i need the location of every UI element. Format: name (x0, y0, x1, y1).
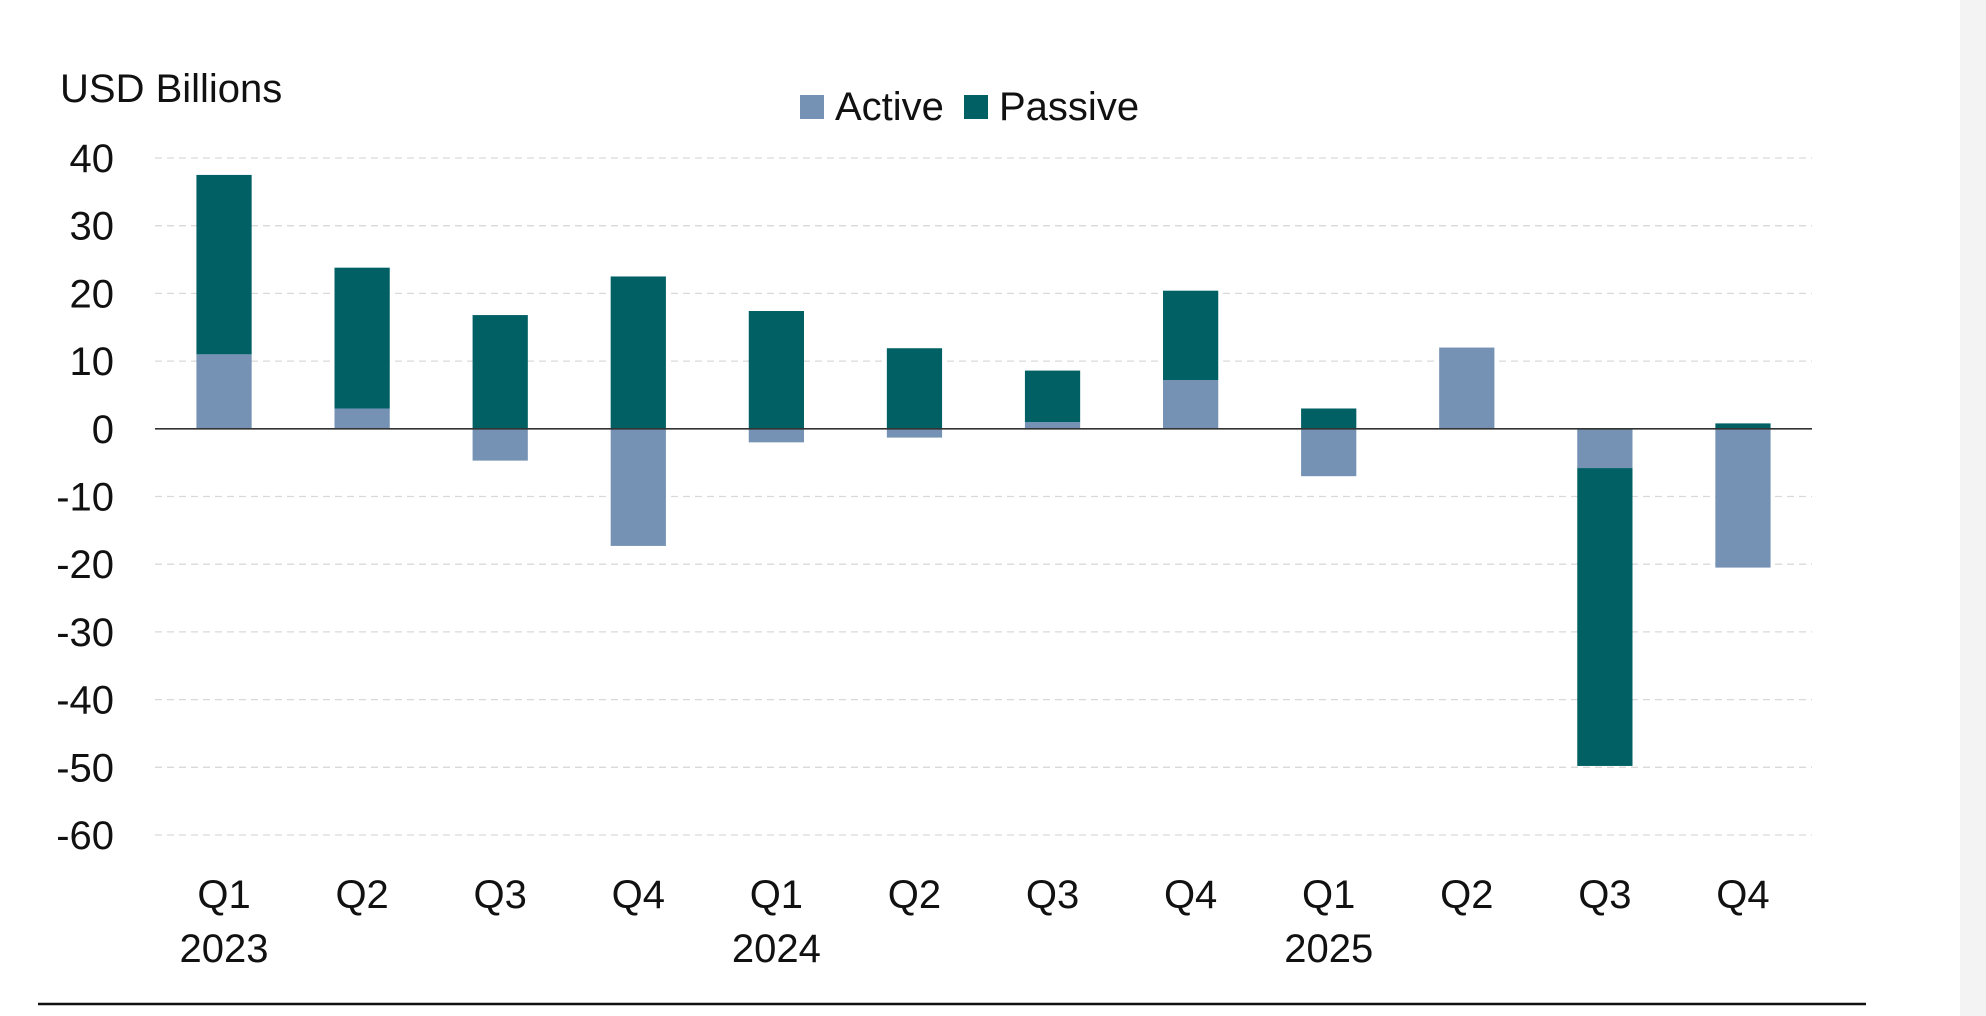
bar-active-7 (1024, 422, 1081, 429)
bar-passive-6 (886, 348, 943, 429)
y-tick-label: -30 (56, 611, 114, 655)
x-tick-labels: Q1 2023 Q2 Q3 Q4 Q1 2024 Q2 Q3 Q4 Q1 2025 Q2 Q3 Q4 (180, 873, 1770, 971)
legend-swatch-active (800, 95, 824, 119)
bar-passive-11 (1577, 468, 1633, 766)
y-axis-label: USD Billions (60, 67, 282, 111)
y-tick-label: -40 (56, 679, 114, 723)
bar-active-11 (1577, 428, 1633, 469)
bar-active-5 (748, 428, 804, 443)
x-tick-label: Q4 (1716, 873, 1769, 917)
x-tick-label: Q1 (197, 873, 250, 917)
legend-swatch-passive (964, 95, 988, 119)
bar-active-9 (1301, 428, 1357, 477)
y-tick-label: 0 (92, 408, 114, 452)
right-edge-panel (1960, 0, 1986, 1016)
x-tick-label: Q2 (888, 873, 941, 917)
bars (196, 174, 1771, 766)
x-tick-label: Q1 (1302, 873, 1355, 917)
y-tick-label: 30 (70, 205, 115, 249)
x-tick-label: Q2 (335, 873, 388, 917)
legend-label-active: Active (835, 85, 944, 129)
x-year-label: 2025 (1284, 927, 1373, 971)
bar-active-8 (1163, 380, 1219, 429)
bar-active-3 (472, 428, 528, 461)
bar-active-12 (1715, 428, 1771, 568)
y-tick-label: 20 (70, 272, 115, 316)
bar-active-1 (196, 354, 252, 429)
legend: Active Passive (800, 85, 1139, 129)
y-tick-label: -50 (56, 746, 114, 790)
bar-active-6 (886, 428, 943, 438)
bar-active-4 (610, 428, 666, 546)
y-tick-label: -10 (56, 476, 114, 520)
bar-passive-1 (196, 174, 252, 355)
legend-label-passive: Passive (999, 85, 1139, 129)
bar-passive-12 (1715, 423, 1771, 429)
y-tick-label: 40 (70, 137, 115, 181)
y-tick-label: 10 (70, 340, 115, 384)
bar-active-10 (1439, 347, 1495, 429)
bar-passive-8 (1163, 290, 1219, 381)
gridlines (155, 157, 1812, 836)
x-tick-label: Q3 (1578, 873, 1631, 917)
x-tick-label: Q3 (474, 873, 527, 917)
bar-passive-2 (334, 267, 390, 409)
bar-passive-7 (1024, 370, 1081, 423)
x-year-label: 2024 (732, 927, 821, 971)
bar-passive-4 (610, 276, 666, 429)
bar-passive-3 (472, 315, 528, 429)
x-tick-label: Q2 (1440, 873, 1493, 917)
x-tick-label: Q4 (612, 873, 665, 917)
bar-passive-9 (1301, 408, 1357, 429)
x-tick-label: Q1 (750, 873, 803, 917)
bar-passive-5 (748, 311, 804, 429)
y-tick-label: -20 (56, 543, 114, 587)
y-tick-label: -60 (56, 814, 114, 858)
x-year-label: 2023 (180, 927, 269, 971)
y-tick-labels: 40 30 20 10 0 -10 -20 -30 -40 -50 -60 (56, 137, 114, 858)
bar-active-2 (334, 408, 390, 429)
x-tick-label: Q4 (1164, 873, 1217, 917)
x-tick-label: Q3 (1026, 873, 1079, 917)
